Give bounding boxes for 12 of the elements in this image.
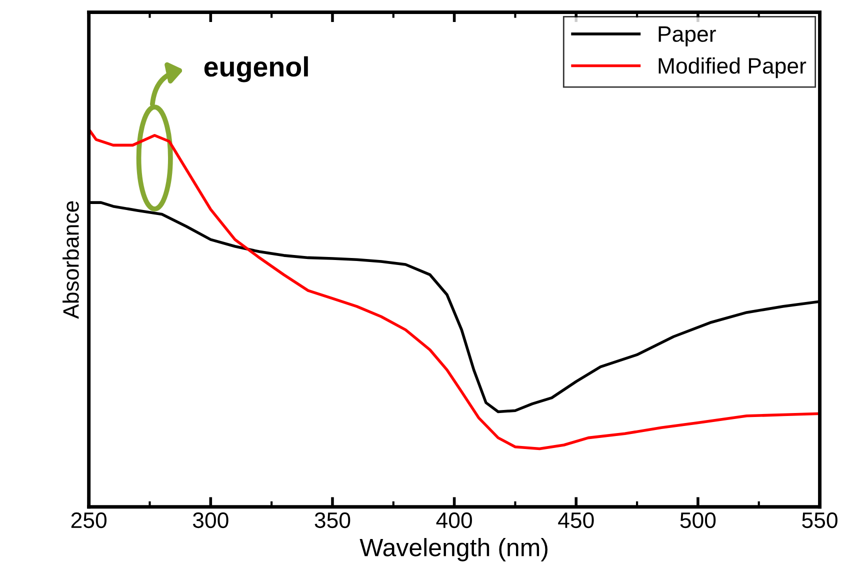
x-tick-label: 250 — [71, 512, 106, 528]
annotation: eugenol — [204, 56, 308, 82]
x-tick-label: 400 — [436, 512, 472, 528]
y-axis-title: Absorbance — [62, 201, 79, 319]
x-tick-label: 450 — [558, 512, 594, 528]
x-tick-label: 350 — [314, 512, 350, 528]
x-tick-label: 550 — [802, 512, 838, 528]
legend-label: Modified Paper — [658, 57, 806, 78]
x-axis-title: Wavelength (nm) — [360, 538, 548, 562]
legend-label: Paper — [658, 26, 716, 46]
x-tick-label: 300 — [192, 512, 228, 528]
x-tick-label: 500 — [680, 512, 716, 528]
